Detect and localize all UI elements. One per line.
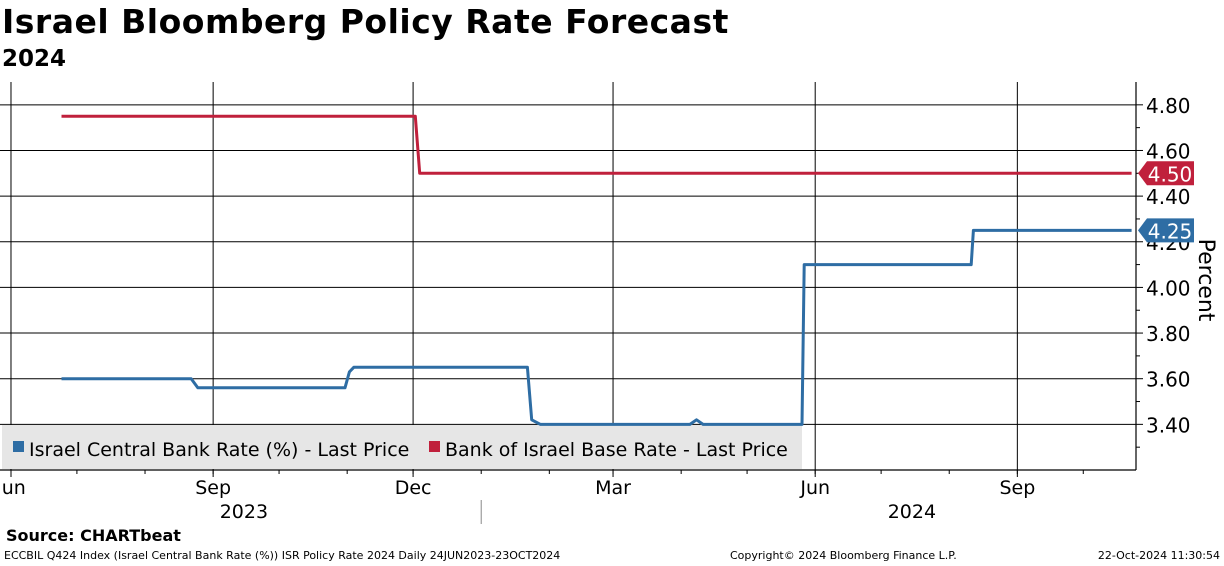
value-labels: 4.25 4.50	[1138, 161, 1194, 243]
source-note: Source: CHARTbeat	[6, 526, 181, 545]
last-value-flag-0	[1138, 218, 1194, 243]
y-axis-label: Percent	[1193, 239, 1218, 322]
legend-label-base-rate: Bank of Israel Base Rate - Last Price	[445, 439, 788, 461]
series-layer	[61, 114, 1132, 426]
y-tick-label: 4.00	[1146, 276, 1191, 300]
last-value-flag-1	[1138, 161, 1194, 186]
footer-index-info: ECCBIL Q424 Index (Israel Central Bank R…	[4, 549, 561, 562]
chart-title: Israel Bloomberg Policy Rate Forecast	[2, 2, 729, 41]
series-line-1	[61, 114, 1132, 175]
last-value-label-1: 4.50	[1148, 162, 1193, 186]
footer-timestamp: 22-Oct-2024 11:30:54	[1097, 549, 1220, 562]
year-label: 2023	[220, 501, 268, 523]
y-tick-label: 4.60	[1146, 139, 1191, 163]
legend-swatch-base-rate	[429, 441, 440, 452]
x-tick-label: Jun	[799, 477, 830, 499]
last-value-label-0: 4.25	[1148, 219, 1193, 243]
y-tick-label: 3.40	[1146, 413, 1191, 437]
axis-layer: 4.804.604.404.204.003.803.603.40JunSepDe…	[0, 82, 1191, 524]
grid-layer	[0, 82, 1136, 470]
x-tick-label: Sep	[195, 477, 231, 499]
x-tick-label: Jun	[0, 477, 26, 499]
legend-background	[2, 425, 802, 469]
year-label: 2024	[888, 501, 936, 523]
legend-swatch-central-bank-rate	[13, 441, 24, 452]
y-tick-label: 4.80	[1146, 94, 1191, 118]
x-tick-label: Sep	[999, 477, 1035, 499]
x-tick-label: Mar	[595, 477, 631, 499]
x-tick-label: Dec	[395, 477, 432, 499]
y-tick-label: 4.40	[1146, 185, 1191, 209]
legend: Israel Central Bank Rate (%) - Last Pric…	[2, 425, 802, 469]
legend-label-central-bank-rate: Israel Central Bank Rate (%) - Last Pric…	[29, 439, 409, 461]
y-tick-label: 3.60	[1146, 368, 1191, 392]
series-line-0	[61, 228, 1132, 426]
chart-subtitle: 2024	[2, 46, 67, 72]
footer-copyright: Copyright© 2024 Bloomberg Finance L.P.	[730, 549, 957, 562]
y-tick-label: 3.80	[1146, 322, 1191, 346]
